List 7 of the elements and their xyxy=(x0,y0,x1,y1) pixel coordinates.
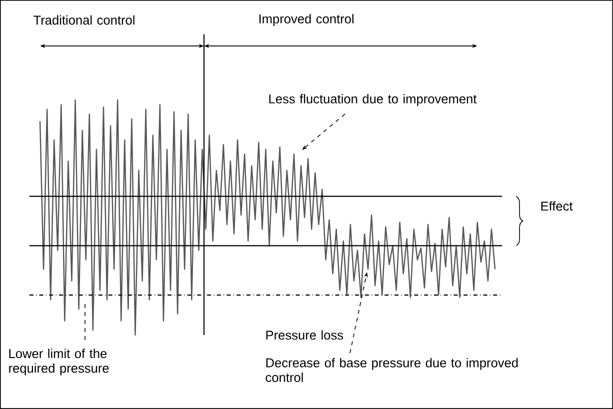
text: Decrease of base pressure due to improved control xyxy=(266,358,518,382)
text: Improved control xyxy=(259,14,354,26)
annotation: Less fluctuation due to improvement xyxy=(269,94,477,106)
text: Effect xyxy=(541,201,573,211)
text: Traditional control xyxy=(34,15,134,25)
annotation: Pressure loss xyxy=(266,330,344,340)
text: Lower limit of the required pressure xyxy=(9,348,109,376)
